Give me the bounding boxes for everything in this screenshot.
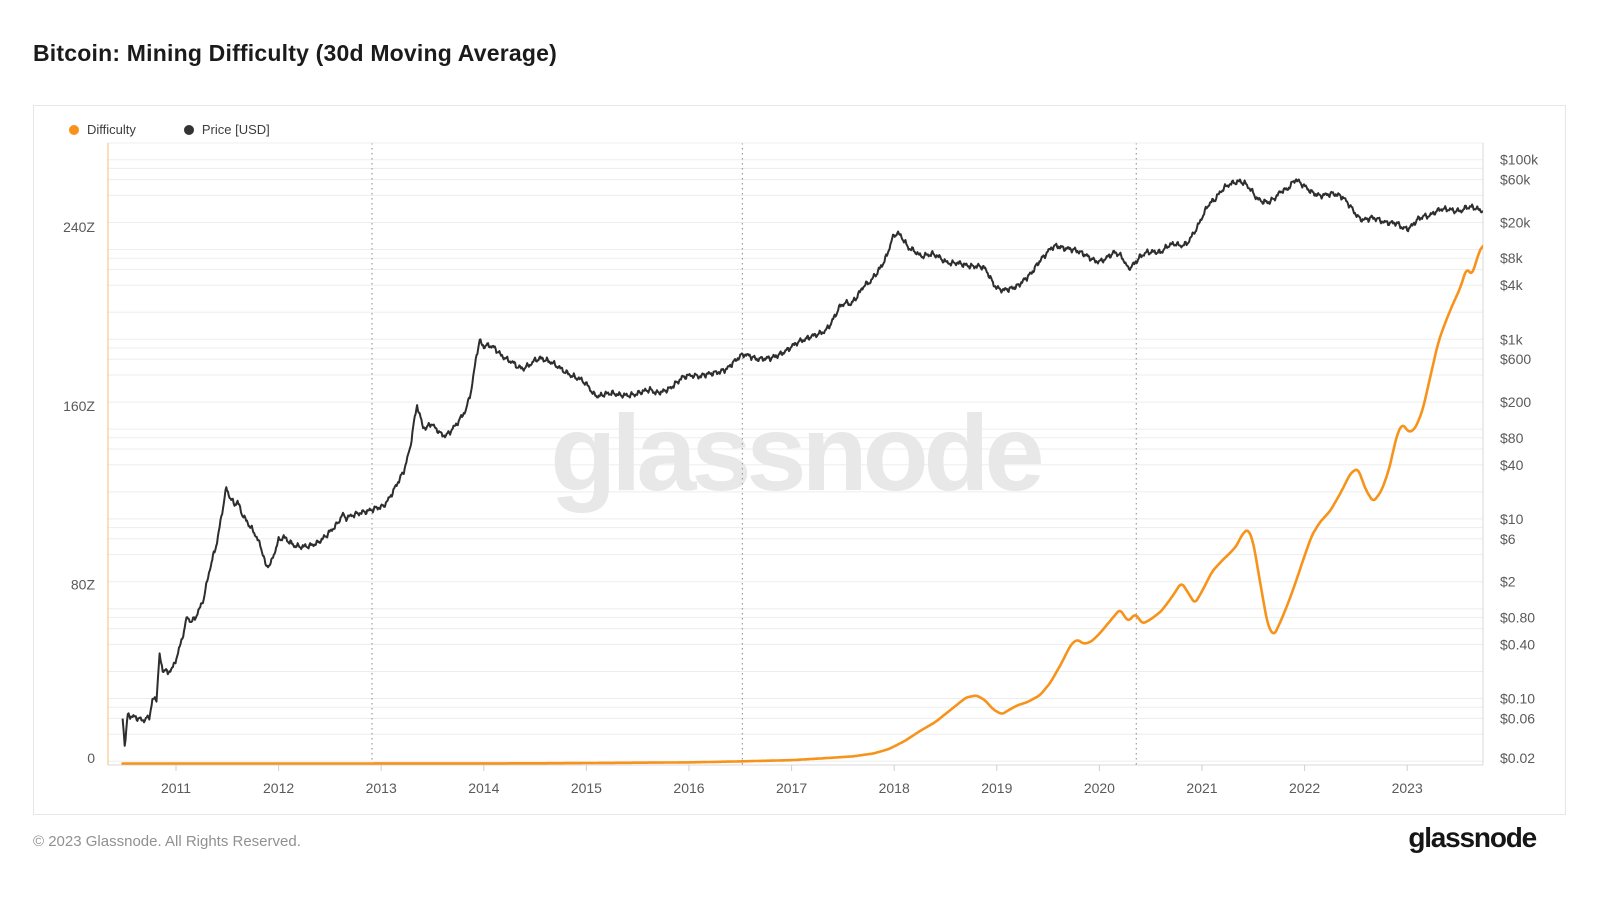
legend-label: Difficulty (87, 122, 136, 137)
price-axis-label: $0.10 (1500, 691, 1535, 707)
price-axis-label: $4k (1500, 277, 1524, 293)
difficulty-line[interactable] (121, 244, 1484, 765)
price-axis-label: $60k (1500, 172, 1531, 188)
watermark: glassnode (550, 392, 1041, 513)
price-axis-label: $1k (1500, 331, 1524, 347)
price-axis-label: $8k (1500, 250, 1524, 266)
legend-label: Price [USD] (201, 122, 270, 137)
glassnode-logo: glassnode (1408, 822, 1537, 853)
halving-marker-lines (371, 143, 1137, 765)
price-axis-label: $2 (1500, 574, 1516, 590)
difficulty-axis-label: 80Z (71, 577, 96, 593)
x-axis-label: 2021 (1186, 780, 1217, 796)
price-axis-label: $200 (1500, 394, 1531, 410)
price-axis-label: $0.02 (1500, 750, 1535, 766)
x-axis-label: 2022 (1289, 780, 1320, 796)
x-axis-label: 2017 (776, 780, 807, 796)
price-axis-label: $600 (1500, 351, 1531, 367)
gridlines (108, 159, 1483, 762)
difficulty-axis-label: 0 (87, 750, 95, 766)
price-axis-label: $10 (1500, 511, 1524, 527)
x-axis-label: 2016 (673, 780, 704, 796)
x-axis-label: 2012 (263, 780, 294, 796)
difficulty-axis-label: 160Z (63, 398, 95, 414)
x-axis-label: 2011 (161, 780, 191, 796)
price-axis-label: $20k (1500, 214, 1531, 230)
difficulty-axis-label: 240Z (63, 219, 95, 235)
price-axis-label: $0.40 (1500, 636, 1535, 652)
price-axis-label: $0.06 (1500, 710, 1535, 726)
x-axis-label: 2014 (468, 780, 499, 796)
chart-card (33, 105, 1566, 815)
price-axis-label: $100k (1500, 152, 1539, 168)
price-axis-label: $80 (1500, 430, 1524, 446)
legend-item-difficulty[interactable]: Difficulty (69, 122, 136, 137)
legend-dot-icon (69, 124, 79, 135)
axis-labels: 2011 2012 2013 2014 2015 2016 2017 2018 2019 2020… (63, 152, 1539, 796)
legend-dot-icon (183, 124, 194, 135)
x-axis-label: 2015 (571, 780, 602, 796)
price-axis-label: $40 (1500, 457, 1524, 473)
copyright-text: © 2023 Glassnode. All Rights Reserved. (33, 833, 301, 850)
x-axis-label: 2019 (981, 780, 1012, 796)
x-axis-label: 2023 (1392, 780, 1423, 796)
price-axis-label: $0.80 (1500, 609, 1535, 625)
x-axis-label: 2018 (879, 780, 910, 796)
x-axis-label: 2013 (366, 780, 397, 796)
data-series (121, 178, 1484, 765)
legend: Difficulty Price [USD] (69, 122, 270, 137)
x-axis-label: 2020 (1084, 780, 1115, 796)
legend-item-price-usd[interactable]: Price [USD] (183, 122, 270, 137)
price-axis-label: $6 (1500, 531, 1516, 547)
plot-area[interactable] (108, 143, 1483, 765)
page-title: Bitcoin: Mining Difficulty (30d Moving A… (33, 40, 557, 66)
price-line[interactable] (121, 178, 1484, 747)
